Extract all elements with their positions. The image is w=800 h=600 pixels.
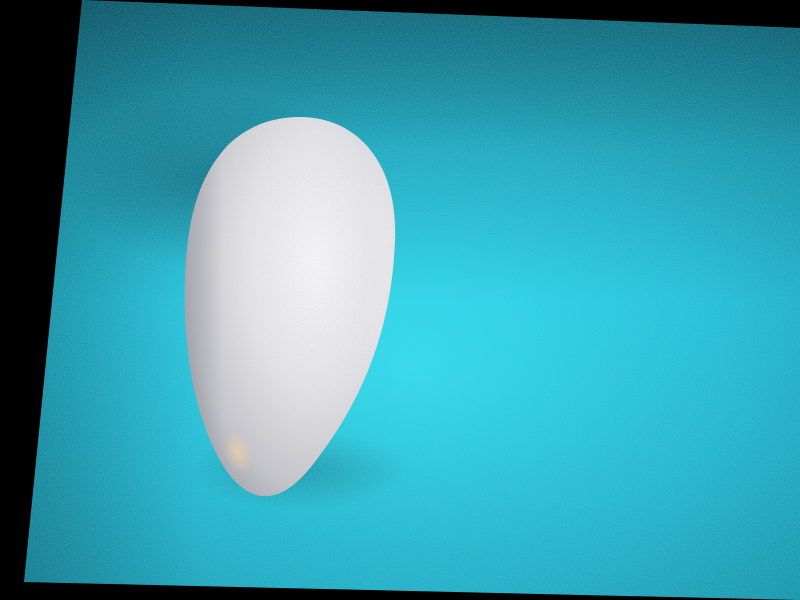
egg bbox=[184, 117, 396, 497]
